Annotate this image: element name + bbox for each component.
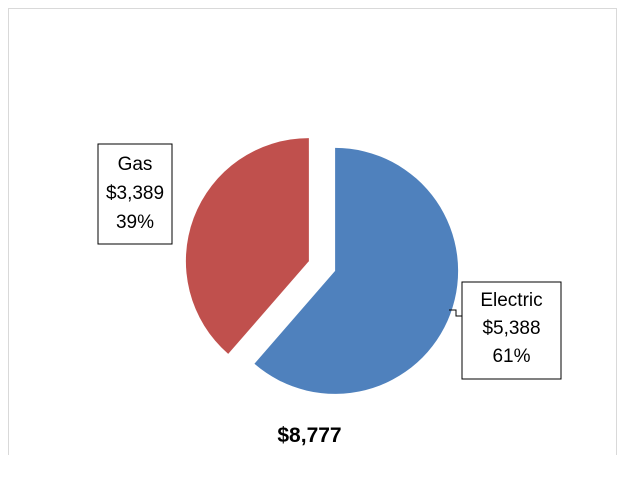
electric-data-label: Electric $5,388 61% xyxy=(449,281,562,380)
electric-label-percent: 61% xyxy=(492,346,530,367)
gas-label-percent: 39% xyxy=(116,212,154,233)
total-amount: $8,777 xyxy=(277,424,342,447)
gas-slice xyxy=(185,138,309,354)
gas-label-box xyxy=(97,143,173,245)
pie-slices xyxy=(185,138,459,394)
electric-leader-line xyxy=(449,309,462,317)
gas-label-value: $3,389 xyxy=(106,183,164,204)
gas-label-name: Gas xyxy=(118,154,153,175)
electric-label-box xyxy=(461,281,562,380)
chart-area-border xyxy=(8,8,617,479)
electric-label-name: Electric xyxy=(480,290,542,311)
chart-area-bottom-fade xyxy=(0,455,619,481)
electric-label-value: $5,388 xyxy=(482,318,540,339)
electric-slice xyxy=(254,147,459,394)
gas-data-label: Gas $3,389 39% xyxy=(97,143,173,245)
